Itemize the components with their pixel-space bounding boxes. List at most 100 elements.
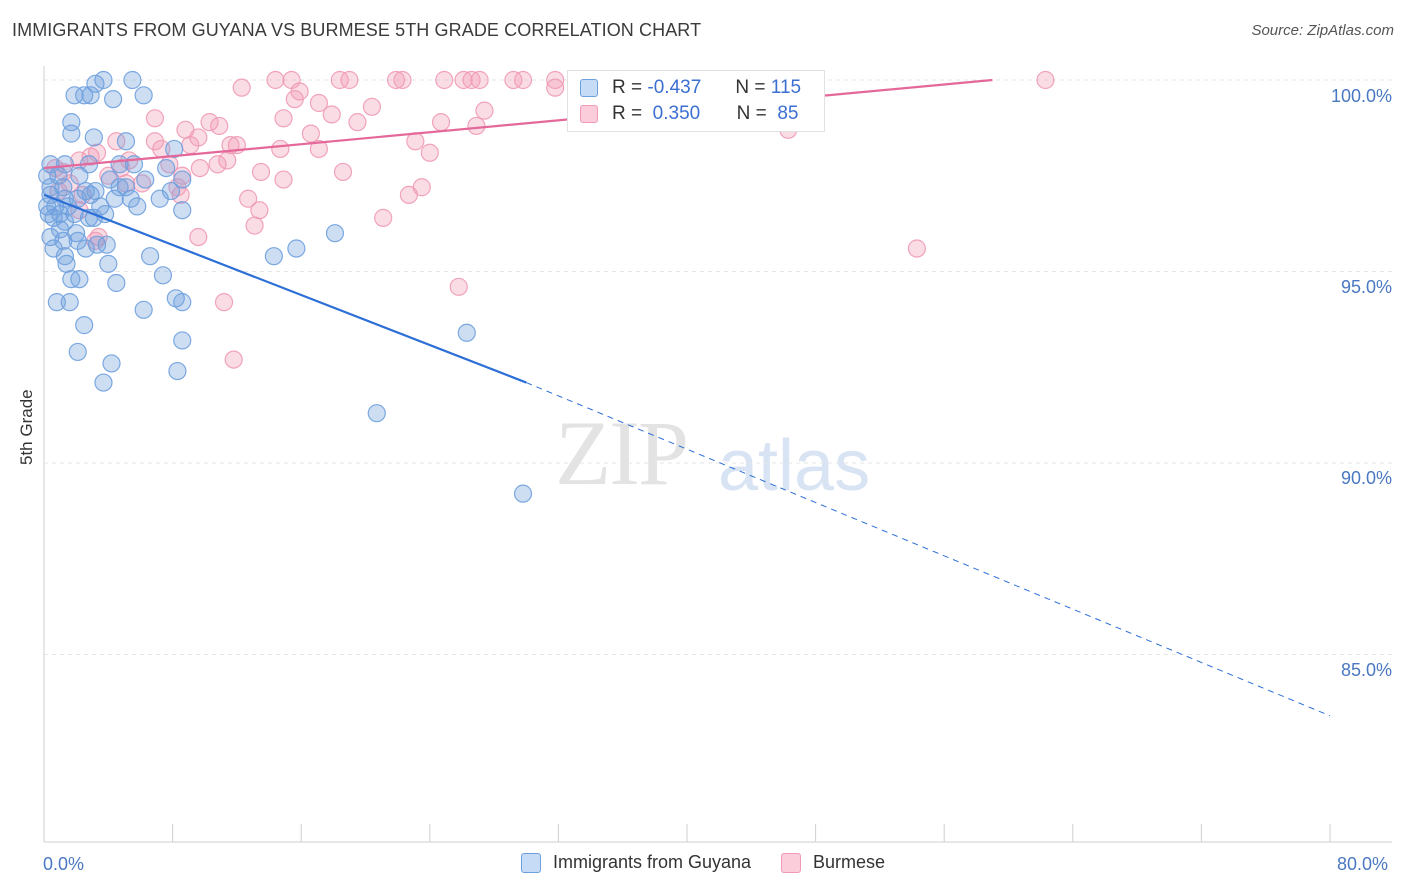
y-tick-label: 90.0%: [1340, 468, 1392, 488]
guyana-point: [97, 235, 116, 254]
guyana-point: [60, 293, 79, 312]
burmese-point: [171, 185, 190, 204]
burmese-point: [546, 70, 565, 90]
r-label: R =: [612, 77, 643, 98]
burmese-point: [208, 155, 227, 174]
burmese-point: [362, 97, 382, 116]
burmese-point: [218, 151, 237, 170]
burmese-point: [348, 113, 367, 132]
guyana-point: [168, 361, 187, 381]
burmese-point: [406, 132, 425, 151]
burmese-point: [513, 70, 533, 90]
guyana-point: [41, 178, 60, 197]
burmese-point: [285, 90, 304, 109]
guyana-point: [94, 373, 113, 392]
guyana-point: [75, 316, 94, 335]
guyana-point: [116, 178, 136, 197]
guyana-point: [173, 331, 192, 350]
y-tick-label: 85.0%: [1340, 660, 1392, 680]
guyana-legend-swatch: [520, 852, 541, 873]
guyana-point: [44, 208, 63, 227]
burmese-point: [1036, 70, 1055, 90]
burmese-point: [245, 216, 264, 235]
legend-label-burmese: Burmese: [813, 852, 886, 872]
burmese-point: [271, 139, 290, 159]
guyana-trend-line: [43, 193, 527, 384]
r-label: R =: [612, 103, 643, 124]
guyana-point: [99, 254, 118, 273]
n-value: 85: [777, 103, 799, 124]
burmese-point: [470, 70, 489, 90]
burmese-point: [431, 113, 451, 132]
guyana-point: [70, 166, 89, 185]
r-value: -0.437: [647, 77, 702, 98]
guyana-point: [367, 404, 386, 423]
burmese-point: [322, 105, 341, 124]
guyana-point: [102, 354, 121, 373]
guyana-point: [116, 132, 136, 151]
burmese-point: [340, 70, 359, 90]
burmese-point: [210, 116, 229, 136]
guyana-point: [134, 300, 153, 319]
burmese-swatch: [580, 105, 598, 123]
burmese-point: [546, 78, 565, 97]
guyana-point: [57, 254, 76, 273]
guyana-point: [264, 247, 283, 266]
guyana-point: [457, 323, 476, 342]
axes: [43, 66, 1392, 843]
guyana-point: [65, 204, 84, 224]
burmese-point: [467, 116, 486, 136]
burmese-point: [449, 277, 468, 296]
burmese-point: [239, 189, 258, 208]
stats-legend: R = -0.437 N = 115 R = 0.350 N = 85: [567, 70, 825, 132]
burmese-point: [420, 143, 439, 162]
legend-row-guyana: R = -0.437 N = 115: [580, 75, 801, 101]
guyana-point: [140, 247, 160, 266]
n-label: N =: [735, 77, 766, 98]
guyana-point: [54, 231, 73, 250]
burmese-point: [274, 109, 293, 128]
burmese-legend-swatch: [781, 852, 802, 873]
burmese-point: [399, 185, 419, 204]
guyana-point: [105, 189, 124, 208]
guyana-point: [76, 239, 95, 258]
burmese-point: [374, 208, 393, 227]
y-tick-label: 95.0%: [1340, 277, 1392, 297]
burmese-point: [309, 93, 328, 113]
watermark-zip: ZIP: [555, 402, 689, 504]
guyana-point: [325, 224, 345, 243]
guyana-point: [136, 170, 155, 189]
x-tick-label-end: 80.0%: [1337, 854, 1389, 874]
guyana-swatch: [580, 79, 598, 97]
burmese-trend-line: [43, 78, 993, 170]
burmese-point: [907, 239, 926, 258]
burmese-point: [251, 162, 271, 182]
burmese-point: [309, 139, 328, 159]
guyana-point: [84, 128, 103, 147]
guyana-point: [150, 189, 169, 208]
trend-lines: [43, 78, 1331, 717]
guyana-point: [287, 239, 306, 258]
burmese-point: [232, 78, 251, 97]
burmese-point: [107, 132, 126, 151]
burmese-point: [475, 101, 494, 120]
burmese-point: [330, 70, 349, 90]
burmese-point: [224, 350, 243, 369]
guyana-point: [128, 197, 147, 216]
guyana-point: [157, 158, 176, 178]
burmese-point: [333, 162, 353, 182]
guyana-point: [173, 201, 192, 220]
guyana-trend-extension: [526, 382, 1331, 717]
burmese-point: [181, 136, 200, 155]
r-value: 0.350: [652, 103, 701, 124]
guyana-point: [173, 293, 192, 312]
guyana-point: [107, 273, 126, 293]
guyana-point: [513, 484, 533, 503]
guyana-point: [86, 74, 105, 93]
burmese-point: [301, 124, 320, 143]
burmese-points: [46, 70, 1055, 369]
legend-row-burmese: R = 0.350 N = 85: [580, 101, 798, 127]
legend-item-guyana: Immigrants from Guyana: [520, 852, 751, 873]
n-value: 115: [770, 77, 802, 98]
